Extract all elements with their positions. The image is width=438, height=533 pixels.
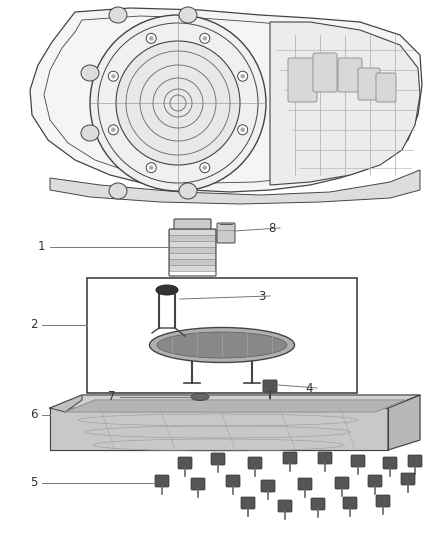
- Ellipse shape: [146, 34, 156, 43]
- Polygon shape: [50, 395, 82, 412]
- Text: 7: 7: [108, 391, 116, 403]
- FancyBboxPatch shape: [170, 260, 215, 265]
- Ellipse shape: [109, 7, 127, 23]
- Ellipse shape: [203, 36, 207, 41]
- Text: 6: 6: [30, 408, 38, 422]
- Ellipse shape: [149, 166, 153, 169]
- FancyBboxPatch shape: [376, 73, 396, 102]
- Polygon shape: [50, 170, 420, 204]
- Circle shape: [116, 41, 240, 165]
- Ellipse shape: [238, 125, 247, 135]
- FancyBboxPatch shape: [170, 254, 215, 260]
- Ellipse shape: [149, 36, 153, 41]
- Ellipse shape: [111, 128, 115, 132]
- FancyBboxPatch shape: [298, 478, 312, 490]
- FancyBboxPatch shape: [170, 230, 215, 236]
- FancyBboxPatch shape: [335, 477, 349, 489]
- Ellipse shape: [108, 125, 118, 135]
- Ellipse shape: [179, 7, 197, 23]
- FancyBboxPatch shape: [368, 475, 382, 487]
- Polygon shape: [50, 395, 420, 408]
- FancyBboxPatch shape: [174, 219, 211, 231]
- Ellipse shape: [200, 163, 210, 173]
- FancyBboxPatch shape: [178, 457, 192, 469]
- Ellipse shape: [240, 74, 245, 78]
- FancyBboxPatch shape: [288, 58, 317, 102]
- FancyBboxPatch shape: [278, 500, 292, 512]
- Ellipse shape: [109, 183, 127, 199]
- FancyBboxPatch shape: [338, 58, 362, 92]
- Circle shape: [90, 15, 266, 191]
- FancyBboxPatch shape: [170, 241, 215, 247]
- Ellipse shape: [81, 125, 99, 141]
- Ellipse shape: [156, 285, 178, 295]
- FancyBboxPatch shape: [376, 495, 390, 507]
- FancyBboxPatch shape: [217, 223, 235, 243]
- FancyBboxPatch shape: [313, 53, 337, 92]
- FancyBboxPatch shape: [261, 480, 275, 492]
- FancyBboxPatch shape: [401, 473, 415, 485]
- Polygon shape: [270, 22, 420, 185]
- Ellipse shape: [179, 183, 197, 199]
- FancyBboxPatch shape: [170, 236, 215, 241]
- Ellipse shape: [200, 34, 210, 43]
- FancyBboxPatch shape: [191, 478, 205, 490]
- FancyBboxPatch shape: [383, 457, 397, 469]
- Ellipse shape: [149, 327, 294, 362]
- FancyBboxPatch shape: [351, 455, 365, 467]
- FancyBboxPatch shape: [318, 452, 332, 464]
- Polygon shape: [30, 8, 422, 192]
- FancyBboxPatch shape: [226, 475, 240, 487]
- FancyBboxPatch shape: [170, 247, 215, 254]
- Ellipse shape: [157, 332, 287, 358]
- Ellipse shape: [146, 163, 156, 173]
- FancyBboxPatch shape: [283, 452, 297, 464]
- FancyBboxPatch shape: [263, 380, 277, 392]
- Bar: [87, 278, 357, 393]
- FancyBboxPatch shape: [211, 453, 225, 465]
- FancyBboxPatch shape: [155, 475, 169, 487]
- Polygon shape: [388, 395, 420, 450]
- Text: 5: 5: [30, 477, 37, 489]
- FancyBboxPatch shape: [343, 497, 357, 509]
- Polygon shape: [50, 408, 388, 450]
- Text: 4: 4: [305, 382, 312, 394]
- Text: 3: 3: [258, 289, 265, 303]
- Ellipse shape: [203, 166, 207, 169]
- Text: 2: 2: [30, 319, 38, 332]
- Ellipse shape: [81, 65, 99, 81]
- FancyBboxPatch shape: [241, 497, 255, 509]
- Text: 8: 8: [268, 222, 276, 235]
- FancyBboxPatch shape: [311, 498, 325, 510]
- FancyBboxPatch shape: [248, 457, 262, 469]
- Ellipse shape: [240, 128, 245, 132]
- Ellipse shape: [108, 71, 118, 81]
- Ellipse shape: [191, 393, 209, 400]
- FancyBboxPatch shape: [170, 265, 215, 271]
- Text: 1: 1: [38, 240, 46, 254]
- Ellipse shape: [111, 74, 115, 78]
- FancyBboxPatch shape: [358, 68, 380, 100]
- Ellipse shape: [238, 71, 247, 81]
- FancyBboxPatch shape: [408, 455, 422, 467]
- Polygon shape: [65, 400, 405, 412]
